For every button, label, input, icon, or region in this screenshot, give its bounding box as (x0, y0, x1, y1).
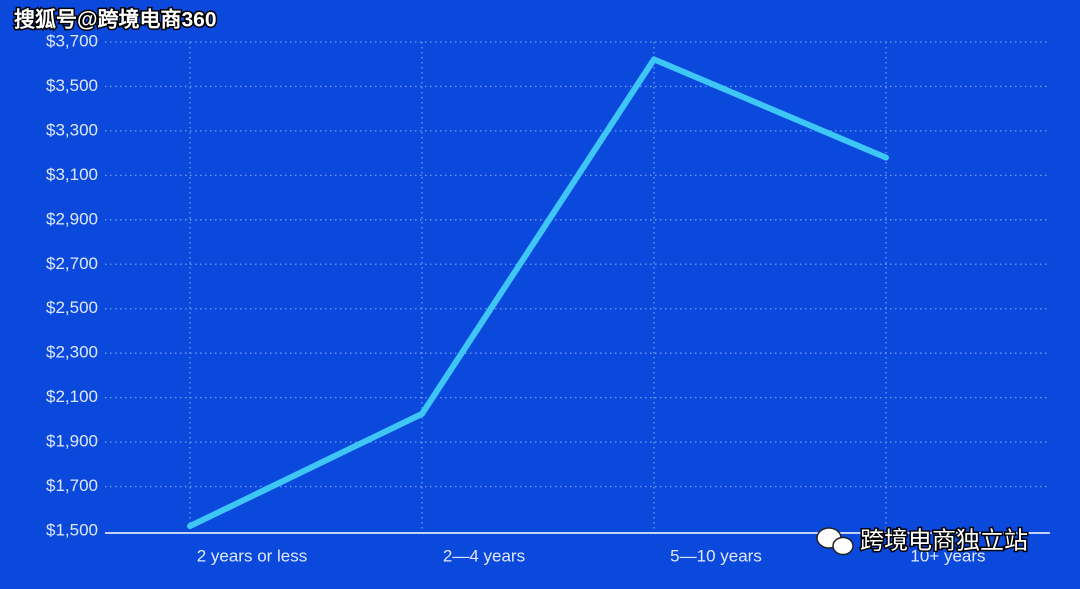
y-tick-label: $3,300 (46, 120, 98, 139)
y-tick-label: $1,500 (46, 520, 98, 539)
x-tick-label: 10+ years (910, 546, 985, 565)
watermark: 跨境电商独立站 (860, 527, 1028, 554)
x-tick-label: 2 years or less (197, 546, 308, 565)
y-tick-label: $2,500 (46, 298, 98, 317)
x-tick-label: 5—10 years (670, 546, 762, 565)
y-tick-label: $3,700 (46, 31, 98, 50)
x-tick-label: 2—4 years (443, 546, 525, 565)
y-tick-label: $2,700 (46, 254, 98, 273)
y-tick-label: $3,100 (46, 165, 98, 184)
y-tick-label: $2,300 (46, 343, 98, 362)
y-tick-label: $1,900 (46, 432, 98, 451)
wechat-icon (816, 527, 854, 556)
data-line (187, 56, 889, 530)
y-tick-label: $1,700 (46, 476, 98, 495)
y-tick-label: $3,500 (46, 76, 98, 95)
y-tick-label: $2,900 (46, 209, 98, 228)
watermark: 搜狐号@跨境电商360 (14, 8, 217, 32)
y-tick-label: $2,100 (46, 387, 98, 406)
